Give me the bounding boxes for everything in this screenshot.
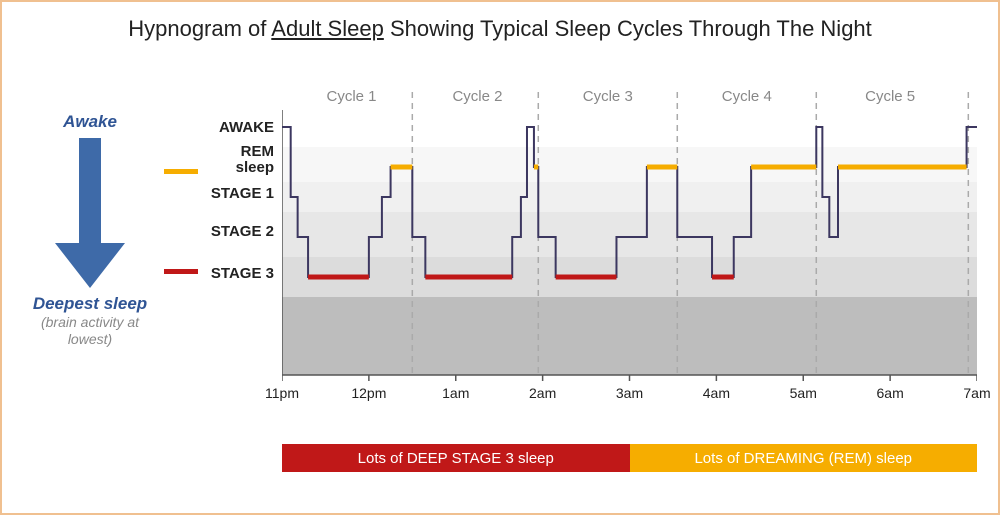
title-underline: Adult Sleep [271,16,384,41]
bottom-bars: Lots of DEEP STAGE 3 sleep Lots of DREAM… [282,444,977,472]
depth-arrow [20,138,160,288]
title-pre: Hypnogram of [128,16,271,41]
hypnogram-svg [282,92,977,412]
x-tick-label: 5am [790,385,817,401]
title-post: Showing Typical Sleep Cycles Through The… [384,16,872,41]
rem-sleep-bar-label: Lots of DREAMING (REM) sleep [694,450,912,467]
deepest-label: Deepest sleep [20,294,160,314]
rem-legend-swatch [164,169,198,174]
x-tick-label: 6am [877,385,904,401]
stage3-legend-swatch [164,269,198,274]
deep-sleep-bar: Lots of DEEP STAGE 3 sleep [282,444,630,472]
cycle-label: Cycle 5 [865,88,915,105]
stage-label: STAGE 1 [211,186,274,202]
deepest-sub1: (brain activity at [20,314,160,331]
x-tick-label: 3am [616,385,643,401]
x-tick-label: 11pm [265,385,299,401]
left-panel: Awake Deepest sleep (brain activity at l… [20,112,160,348]
x-tick-label: 4am [703,385,730,401]
chart-area: Cycle 1Cycle 2Cycle 3Cycle 4Cycle 5 11pm… [282,92,977,412]
stage-label: AWAKE [219,120,274,136]
down-arrow-icon [55,138,125,288]
x-tick-label: 12pm [351,385,386,401]
stage-label: STAGE 3 [211,266,274,282]
hypnogram-frame: Hypnogram of Adult Sleep Showing Typical… [0,0,1000,515]
x-tick-label: 7am [963,385,990,401]
cycle-label: Cycle 3 [583,88,633,105]
stage-label: STAGE 2 [211,224,274,240]
x-tick-label: 2am [529,385,556,401]
cycle-label: Cycle 4 [722,88,772,105]
cycle-label: Cycle 2 [452,88,502,105]
deep-sleep-bar-label: Lots of DEEP STAGE 3 sleep [358,450,554,467]
stage-label: sleep [236,160,274,176]
deepest-sub2: lowest) [20,331,160,348]
rem-sleep-bar: Lots of DREAMING (REM) sleep [630,444,978,472]
x-tick-label: 1am [442,385,469,401]
chart-title: Hypnogram of Adult Sleep Showing Typical… [2,2,998,42]
cycle-label: Cycle 1 [326,88,376,105]
stage-label: REM [241,144,274,160]
awake-label: Awake [20,112,160,132]
